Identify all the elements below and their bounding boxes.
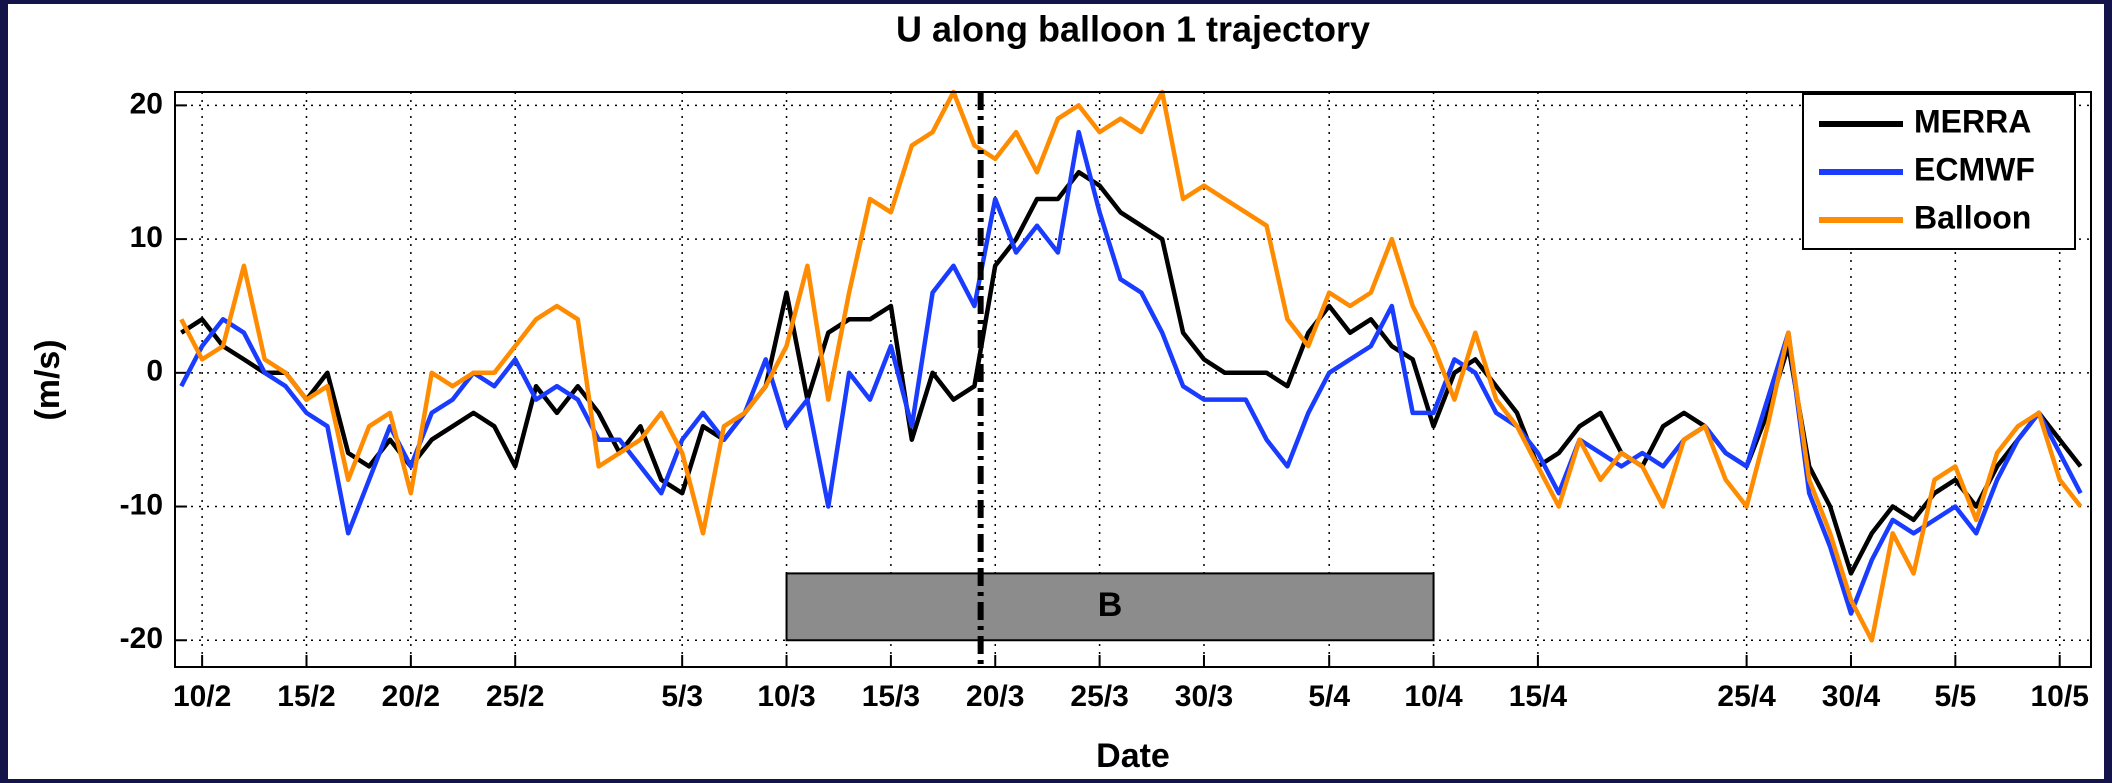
plot-frame bbox=[174, 91, 2092, 668]
x-tick-label: 15/4 bbox=[1509, 680, 1568, 713]
x-tick-label: 5/4 bbox=[1308, 680, 1350, 713]
x-tick-label: 30/4 bbox=[1822, 680, 1881, 713]
x-tick-label: 5/5 bbox=[1934, 680, 1976, 713]
y-tick-label: 20 bbox=[130, 87, 163, 120]
x-tick-label: 25/4 bbox=[1717, 680, 1776, 713]
y-tick-label: -20 bbox=[120, 622, 163, 655]
x-tick-label: 5/3 bbox=[661, 680, 703, 713]
x-axis-label: Date bbox=[1096, 737, 1170, 775]
x-tick-label: 10/4 bbox=[1404, 680, 1463, 713]
panel bbox=[8, 4, 2104, 779]
x-tick-label: 30/3 bbox=[1175, 680, 1233, 713]
annotation-box bbox=[785, 572, 1435, 642]
x-tick-label: 15/2 bbox=[277, 680, 335, 713]
y-axis-label: (m/s) bbox=[29, 339, 67, 420]
y-tick-label: -10 bbox=[120, 488, 163, 521]
x-tick-label: 10/2 bbox=[173, 680, 231, 713]
x-tick-label: 25/3 bbox=[1070, 680, 1128, 713]
annotation-label: B bbox=[1098, 586, 1123, 624]
data-line bbox=[180, 169, 2083, 576]
x-tick-label: 20/3 bbox=[966, 680, 1024, 713]
chart-title: U along balloon 1 trajectory bbox=[896, 9, 1370, 50]
x-tick-label: 10/5 bbox=[2030, 680, 2088, 713]
legend-label: ECMWF bbox=[1914, 151, 2035, 187]
x-tick-label: 25/2 bbox=[486, 680, 544, 713]
y-tick-label: 10 bbox=[130, 221, 163, 254]
legend-label: MERRA bbox=[1914, 103, 2031, 139]
legend-box bbox=[1802, 93, 2076, 250]
data-line bbox=[179, 89, 2083, 643]
y-tick-label: 0 bbox=[146, 355, 163, 388]
legend-label: Balloon bbox=[1914, 199, 2031, 235]
x-tick-label: 15/3 bbox=[862, 680, 920, 713]
x-tick-label: 10/3 bbox=[757, 680, 815, 713]
data-line bbox=[179, 129, 2083, 616]
x-tick-label: 20/2 bbox=[382, 680, 440, 713]
